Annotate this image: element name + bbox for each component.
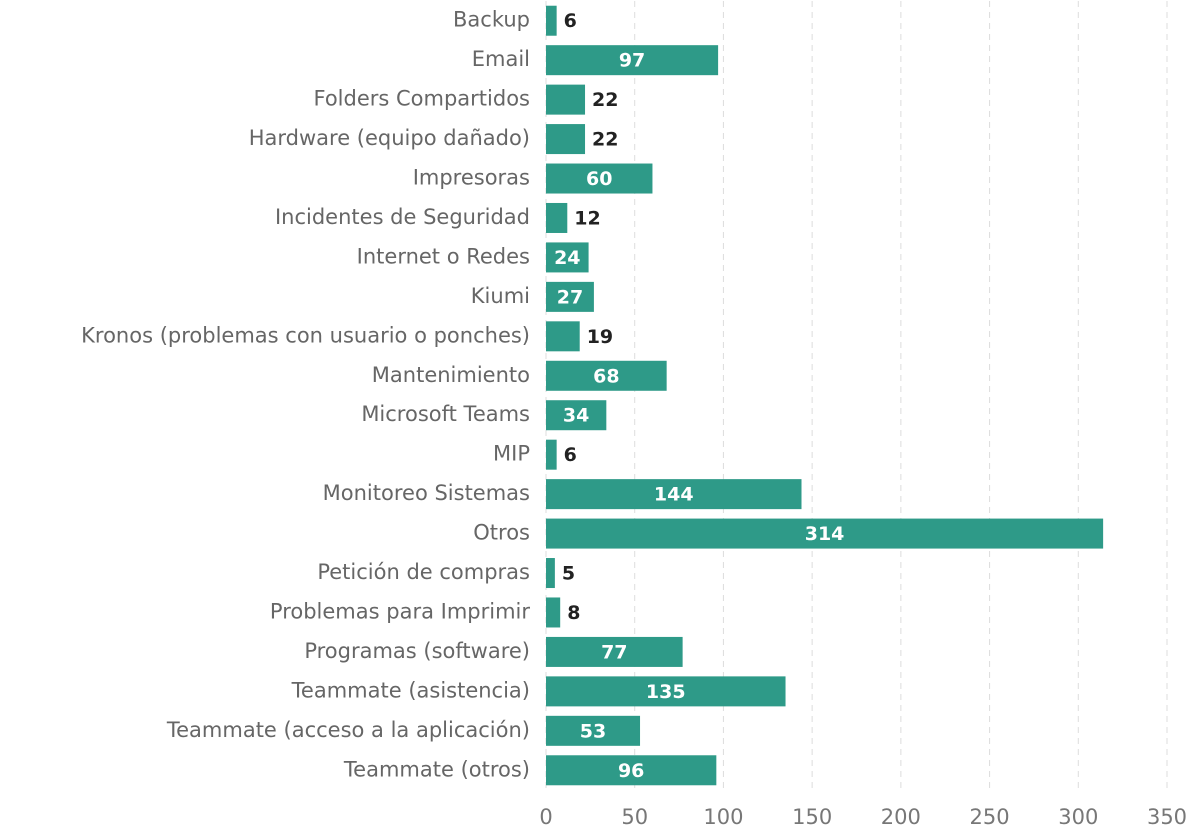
y-tick-label: Impresoras [413, 166, 530, 190]
x-tick-label: 300 [1058, 805, 1098, 829]
x-tick-label: 200 [881, 805, 921, 829]
value-label: 135 [646, 681, 686, 703]
value-label: 5 [562, 563, 575, 585]
bar [546, 84, 586, 115]
x-tick-label: 150 [792, 805, 832, 829]
bar [546, 558, 555, 589]
bar [546, 321, 580, 352]
bar [546, 439, 557, 470]
bar [546, 5, 557, 36]
y-tick-label: Incidentes de Seguridad [275, 205, 530, 229]
y-tick-label: Problemas para Imprimir [270, 599, 530, 623]
bar [546, 242, 589, 273]
bar [546, 755, 717, 786]
y-tick-label: Kronos (problemas con usuario o ponches) [81, 323, 530, 347]
value-label: 27 [557, 286, 583, 308]
y-tick-label: Teammate (asistencia) [291, 678, 530, 702]
y-tick-label: Microsoft Teams [361, 402, 530, 426]
y-tick-label: MIP [493, 442, 530, 466]
y-tick-label: Monitoreo Sistemas [323, 481, 530, 505]
value-label: 96 [618, 760, 644, 782]
value-label: 12 [574, 207, 600, 229]
value-label: 24 [554, 247, 580, 269]
value-label: 314 [805, 523, 845, 545]
y-tick-label: Teammate (otros) [343, 757, 530, 781]
value-label: 77 [601, 641, 627, 663]
bar [546, 202, 568, 233]
x-tick-label: 0 [539, 805, 552, 829]
bar [546, 676, 786, 707]
y-tick-label: Hardware (equipo dañado) [249, 126, 530, 150]
y-tick-label: Otros [473, 521, 530, 545]
y-tick-label: Programas (software) [304, 639, 530, 663]
value-label: 22 [592, 89, 618, 111]
value-label: 144 [654, 484, 694, 506]
value-label: 22 [592, 129, 618, 151]
y-tick-label: Kiumi [471, 284, 530, 308]
value-label: 97 [619, 50, 645, 72]
bar [546, 479, 802, 510]
y-tick-label: Petición de compras [317, 560, 530, 584]
bar [546, 45, 719, 76]
y-tick-label: Email [472, 47, 530, 71]
value-label: 6 [564, 444, 577, 466]
bar [546, 281, 594, 312]
x-tick-label: 100 [703, 805, 743, 829]
y-tick-label: Folders Compartidos [313, 87, 530, 111]
x-tick-label: 50 [621, 805, 648, 829]
x-tick-label: 350 [1147, 805, 1187, 829]
bar [546, 360, 667, 391]
value-label: 19 [587, 326, 613, 348]
bar [546, 636, 683, 667]
bar [546, 597, 561, 628]
y-tick-label: Mantenimiento [372, 363, 530, 387]
bar [546, 715, 641, 746]
x-tick-label: 250 [970, 805, 1010, 829]
value-label: 8 [567, 602, 580, 624]
value-label: 68 [593, 365, 619, 387]
bar [546, 400, 607, 431]
bar [546, 124, 586, 155]
y-tick-label: Internet o Redes [357, 244, 530, 268]
value-label: 6 [564, 10, 577, 32]
value-label: 53 [580, 720, 606, 742]
bar [546, 518, 1104, 549]
y-tick-label: Backup [453, 8, 530, 32]
value-label: 34 [563, 405, 589, 427]
value-label: 60 [586, 168, 612, 190]
bar [546, 163, 653, 194]
y-tick-label: Teammate (acceso a la aplicación) [166, 718, 530, 742]
